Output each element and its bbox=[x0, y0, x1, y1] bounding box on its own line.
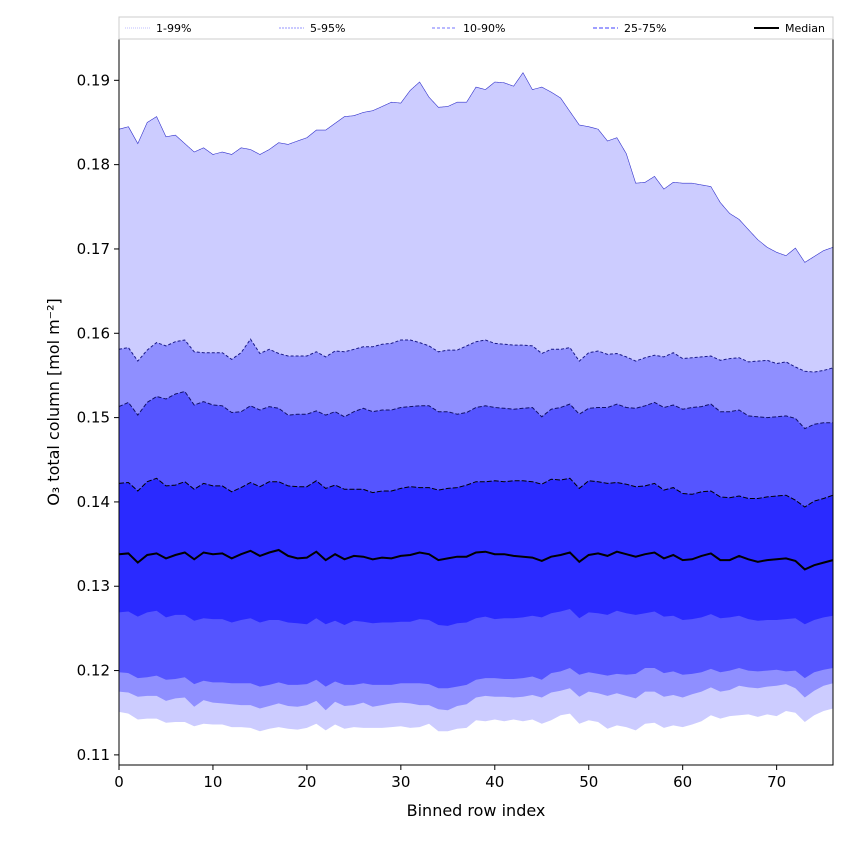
x-axis-label: Binned row index bbox=[407, 801, 546, 820]
y-axis-ticks: 0.11 0.12 0.13 0.14 0.15 0.16 0.17 0.18 0.19 bbox=[77, 71, 119, 764]
band-upper-line-10-90pct bbox=[118, 390, 833, 430]
legend-label: 10-90% bbox=[463, 22, 505, 35]
y-tick-label: 0.13 bbox=[77, 577, 110, 595]
legend-label: 25-75% bbox=[624, 22, 666, 35]
y-tick-label: 0.11 bbox=[77, 746, 110, 764]
legend-label: Median bbox=[785, 22, 825, 35]
x-tick-label: 30 bbox=[391, 773, 410, 791]
y-tick-label: 0.15 bbox=[77, 409, 110, 427]
x-tick-label: 10 bbox=[203, 773, 222, 791]
x-tick-label: 60 bbox=[673, 773, 692, 791]
y-tick-label: 0.19 bbox=[77, 71, 110, 89]
y-tick-label: 0.12 bbox=[77, 662, 110, 680]
x-tick-label: 0 bbox=[114, 773, 124, 791]
y-tick-label: 0.14 bbox=[77, 493, 110, 511]
legend-label: 1-99% bbox=[156, 22, 191, 35]
percentile-bands bbox=[119, 72, 833, 732]
x-tick-label: 70 bbox=[767, 773, 786, 791]
legend-label: 5-95% bbox=[310, 22, 345, 35]
median-line bbox=[118, 548, 834, 571]
x-tick-label: 40 bbox=[485, 773, 504, 791]
x-axis-ticks: 0 10 20 30 40 50 60 70 bbox=[114, 765, 786, 791]
percentile-lines bbox=[118, 72, 834, 571]
legend: 1-99% 5-95% 10-90% 25-75% Median bbox=[118, 16, 834, 40]
x-tick-label: 20 bbox=[297, 773, 316, 791]
y-tick-label: 0.18 bbox=[77, 156, 110, 174]
band-upper-line-25-75pct bbox=[118, 477, 834, 508]
y-axis-label: O₃ total column [mol m⁻²] bbox=[44, 298, 63, 506]
band-upper-line-1-99pct bbox=[118, 72, 834, 263]
y-tick-label: 0.16 bbox=[77, 324, 110, 342]
y-tick-label: 0.17 bbox=[77, 240, 110, 258]
legend-box bbox=[118, 16, 834, 40]
band-upper-line-5-95pct bbox=[118, 338, 834, 373]
x-tick-label: 50 bbox=[579, 773, 598, 791]
